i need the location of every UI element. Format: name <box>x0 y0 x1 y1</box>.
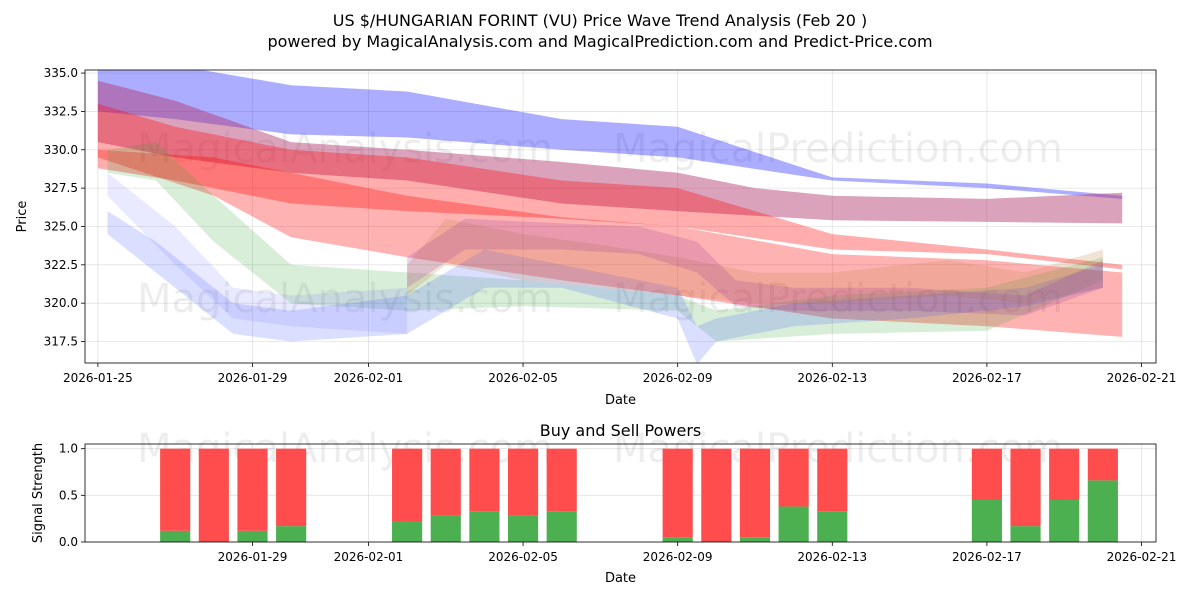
signal-y-axis-label: Signal Strength <box>31 443 46 543</box>
price-band-area <box>407 218 1103 316</box>
signal-tick-label-y: 1.0 <box>59 442 78 456</box>
signal-tick-label-y: 0.0 <box>59 535 78 549</box>
signal-tick-label-x: 2026-02-09 <box>643 550 713 564</box>
price-tick-label-x: 2026-02-05 <box>488 371 558 385</box>
buy-power-bar <box>778 506 809 542</box>
price-band-area <box>107 172 408 334</box>
sell-power-bar <box>546 448 577 512</box>
price-frame <box>84 69 1157 364</box>
sell-power-bar <box>160 448 191 531</box>
sell-power-bar <box>469 448 500 512</box>
price-tick-label-x: 2026-02-09 <box>643 371 713 385</box>
signal-chart-panel: Buy and Sell Powers 2026-01-29 2026-02-01 2… <box>31 421 1176 586</box>
price-tick-label-y: 320.0 <box>44 296 78 310</box>
sell-power-bar <box>198 448 229 542</box>
price-tick-label-y: 330.0 <box>44 143 78 157</box>
sell-power-bar <box>778 448 809 507</box>
price-band-area <box>107 211 1103 363</box>
signal-chart-title: Buy and Sell Powers <box>540 421 702 440</box>
price-tick-label-x: 2026-02-01 <box>334 371 404 385</box>
signal-tick-label-x: 2026-02-01 <box>334 550 404 564</box>
buy-power-bar <box>430 515 461 542</box>
sell-power-bar <box>237 448 268 531</box>
signal-tick-label-x: 2026-02-17 <box>952 550 1022 564</box>
price-band-area <box>97 80 1123 224</box>
sell-power-bar <box>701 448 732 542</box>
buy-power-bar <box>469 511 500 542</box>
price-band-area <box>97 103 1123 270</box>
price-y-axis-label: Price <box>15 201 30 233</box>
signal-tick-label-x: 2026-02-21 <box>1107 550 1177 564</box>
buy-power-bar <box>1049 500 1080 542</box>
sell-power-bar <box>817 448 848 512</box>
buy-power-bar <box>817 511 848 542</box>
sell-power-bar <box>1087 448 1118 481</box>
buy-power-bar <box>160 530 191 542</box>
signal-tick-label-x: 2026-01-29 <box>218 550 288 564</box>
price-chart-panel: 2026-01-25 2026-01-29 2026-02-01 2026-02-05… <box>15 66 1177 408</box>
sell-power-bar <box>276 448 307 527</box>
price-tick-label-y: 325.0 <box>44 219 78 233</box>
price-tick-label-x: 2026-01-29 <box>218 371 288 385</box>
price-tick-label-x: 2026-02-21 <box>1107 371 1177 385</box>
price-tick-label-y: 317.5 <box>44 335 78 349</box>
sell-power-bar <box>739 448 771 538</box>
buy-power-bar <box>546 511 577 542</box>
signal-x-axis-label: Date <box>605 571 636 586</box>
chart-title-line1: US $/HUNGARIAN FORINT (VU) Price Wave Tr… <box>333 11 867 30</box>
price-x-axis-label: Date <box>605 393 636 408</box>
price-band-area <box>107 142 1103 342</box>
price-tick-label-y: 332.5 <box>44 104 78 118</box>
signal-tick-label-x: 2026-02-13 <box>797 550 867 564</box>
watermark-text: MagicalPrediction.com <box>613 276 1063 322</box>
buy-power-bar <box>971 500 1002 542</box>
price-tick-label-y: 327.5 <box>44 181 78 195</box>
buy-power-bar <box>662 537 693 542</box>
sell-power-bar <box>430 448 461 516</box>
price-band-area <box>97 149 1123 337</box>
buy-power-bar <box>237 530 268 542</box>
buy-power-bar <box>1010 526 1041 542</box>
price-band-area <box>407 218 1103 304</box>
buy-power-bar <box>392 521 423 542</box>
watermark-text: MagicalAnalysis.com <box>137 126 553 172</box>
sell-power-bar <box>971 448 1002 500</box>
sell-power-bar <box>1049 448 1080 500</box>
price-tick-label-x: 2026-01-25 <box>63 371 133 385</box>
price-tick-label-y: 335.0 <box>44 66 78 80</box>
signal-frame <box>84 443 1157 543</box>
buy-power-bar <box>507 515 539 542</box>
price-band-area <box>97 70 1123 199</box>
sell-power-bar <box>1010 448 1041 527</box>
price-bands <box>97 70 1123 363</box>
signal-tick-label-x: 2026-02-05 <box>488 550 558 564</box>
sell-power-bar <box>392 448 423 522</box>
sell-power-bar <box>507 448 539 516</box>
sell-power-bar <box>662 448 693 538</box>
buy-power-bar <box>276 526 307 542</box>
watermark-text: MagicalAnalysis.com <box>137 276 553 322</box>
price-tick-label-y: 322.5 <box>44 258 78 272</box>
price-tick-label-x: 2026-02-13 <box>797 371 867 385</box>
buy-power-bar <box>739 537 771 542</box>
watermark-text: MagicalPrediction.com <box>613 126 1063 172</box>
signal-tick-label-y: 0.5 <box>59 488 78 502</box>
price-tick-label-x: 2026-02-17 <box>952 371 1022 385</box>
buy-power-bar <box>1087 480 1118 542</box>
chart-title-line2: powered by MagicalAnalysis.com and Magic… <box>267 32 932 51</box>
